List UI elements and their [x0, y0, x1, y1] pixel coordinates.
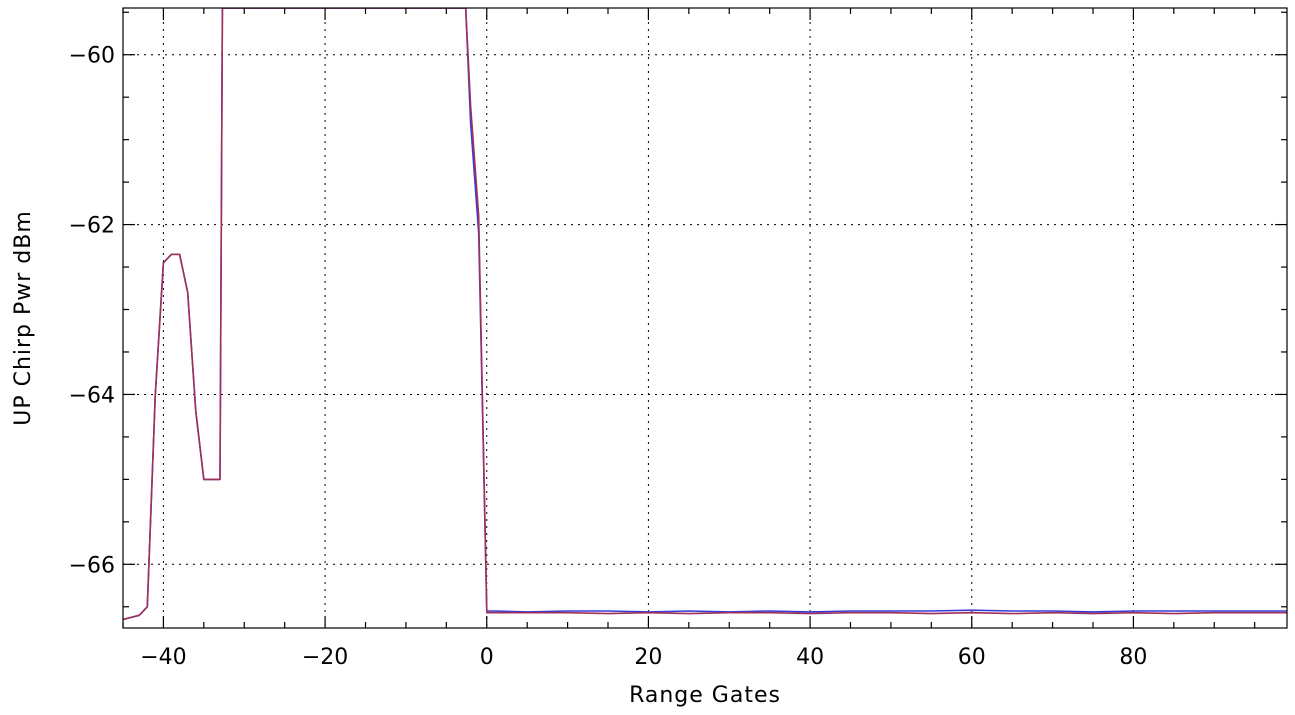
y-axis-label: UP Chirp Pwr dBm — [11, 210, 36, 426]
series-line-1 — [123, 8, 1287, 621]
x-tick-label: −40 — [140, 645, 186, 670]
x-axis-label: Range Gates — [629, 683, 781, 708]
y-tick-label: −64 — [69, 383, 115, 408]
y-tick-label: −62 — [69, 214, 115, 239]
series-line-2 — [123, 8, 1287, 621]
x-tick-label: 40 — [796, 645, 824, 670]
x-tick-label: 60 — [958, 645, 986, 670]
series-lines — [123, 8, 1287, 621]
x-tick-label: 0 — [480, 645, 494, 670]
x-tick-label: −20 — [302, 645, 348, 670]
plot-frame — [122, 7, 1288, 629]
axis-ticks — [122, 8, 1287, 628]
x-tick-label: 80 — [1119, 645, 1147, 670]
x-tick-labels: −40 −20 0 20 40 60 80 — [140, 645, 1147, 670]
y-tick-label: −60 — [69, 44, 115, 69]
y-tick-labels: −66 −64 −62 −60 — [69, 44, 115, 579]
y-tick-label: −66 — [69, 553, 115, 578]
grid — [123, 8, 1287, 628]
x-tick-label: 20 — [634, 645, 662, 670]
